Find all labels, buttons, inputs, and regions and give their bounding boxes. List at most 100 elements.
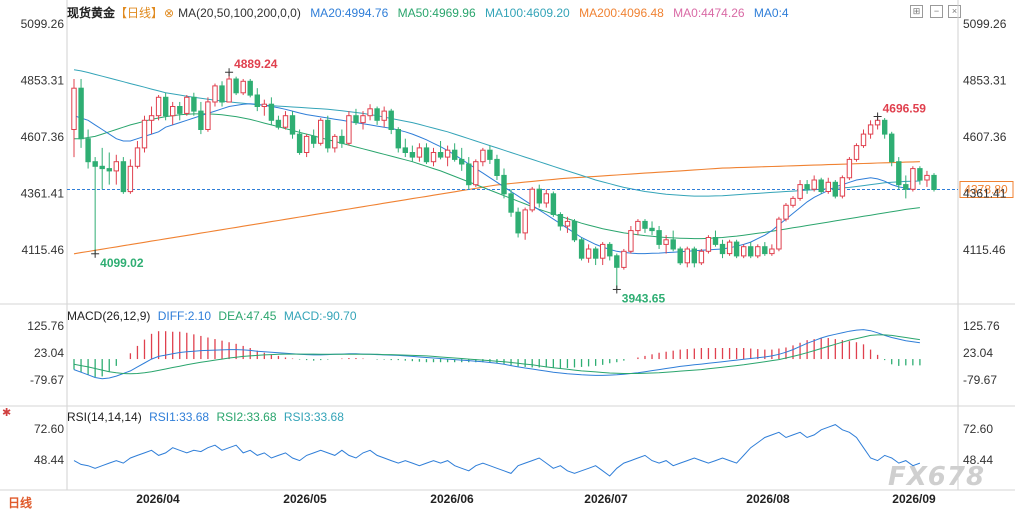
candle-up [360, 115, 366, 124]
price-axis-label-left: 4115.46 [22, 243, 65, 257]
candle-down [296, 133, 303, 154]
candle-up [240, 80, 246, 94]
macd-dea-value: DEA:47.45 [218, 309, 277, 323]
candle-up [303, 135, 310, 153]
macd-diff-line [73, 329, 920, 380]
macd-axis-label-right: -79.67 [963, 373, 997, 387]
candle-up [141, 119, 148, 149]
candle-up [170, 106, 176, 117]
price-axis-label-right: 4607.36 [963, 130, 1007, 144]
candle-up [769, 248, 775, 255]
last-price-label: 4378.80 [964, 183, 1008, 197]
candle-down [501, 174, 507, 195]
candle-down [198, 110, 204, 130]
candle-up [127, 165, 134, 193]
candle-up [741, 246, 747, 257]
candle-down [931, 174, 937, 190]
rsi2-value: RSI2:33.68 [216, 410, 277, 424]
candle-down [85, 138, 91, 163]
candle-down [353, 115, 359, 124]
candle-down [452, 149, 458, 160]
candle-up [839, 177, 846, 197]
period-label[interactable]: 【日线】 [115, 6, 164, 20]
candle-up [184, 96, 190, 114]
date-axis-label: 2026/09 [892, 492, 936, 506]
minimize-icon[interactable]: − [930, 5, 943, 18]
candle-down [99, 165, 105, 170]
candle-down [325, 119, 331, 149]
candle-down [494, 158, 500, 176]
candle-down [254, 94, 261, 107]
candle-up [134, 147, 141, 167]
candle-up [755, 246, 761, 257]
macd-axis-label-right: 23.04 [963, 346, 993, 360]
candle-down [832, 181, 838, 197]
price-axis-label-right: 4115.46 [963, 243, 1006, 257]
price-axis-label-right: 4853.31 [963, 74, 1007, 88]
candle-down [571, 220, 578, 241]
period-tab-daily[interactable]: 日线 [8, 496, 33, 510]
candle-up [621, 250, 627, 268]
candle-up [776, 218, 782, 250]
candle-down [163, 96, 169, 117]
candle-up [529, 188, 535, 211]
price-axis-label-right: 5099.26 [963, 17, 1007, 31]
candle-up [205, 101, 211, 131]
candle-down [670, 239, 676, 250]
candle-down [578, 239, 585, 259]
candle-up [726, 241, 733, 255]
symbol-name: 现货黄金 [67, 6, 116, 20]
macd-axis-label-left: 125.76 [27, 319, 64, 333]
candle-down [247, 80, 253, 96]
candle-down [642, 220, 648, 229]
candle-down [437, 152, 444, 158]
high-label: 4696.59 [883, 102, 927, 116]
candle-down [388, 110, 394, 130]
candle-up [628, 230, 634, 252]
candle-down [733, 241, 740, 257]
price-axis-label-right: 4361.41 [963, 187, 1007, 201]
candle-up [367, 108, 373, 117]
expand-icon[interactable]: ⊞ [910, 5, 923, 18]
ma50-value: MA50:4969.96 [397, 6, 476, 20]
candle-up [684, 248, 690, 264]
price-axis-label-left: 4853.31 [21, 74, 65, 88]
candle-down [177, 106, 183, 114]
rsi3-value: RSI3:33.68 [283, 410, 344, 424]
candle-down [557, 214, 564, 227]
ma0-value-2: MA0:4 [753, 6, 789, 20]
macd-axis-label-left: 23.04 [34, 346, 64, 360]
candle-up [846, 158, 853, 179]
macd-params-label[interactable]: MACD(26,12,9) [67, 309, 151, 323]
candle-down [219, 85, 225, 103]
settings-icon[interactable]: ⊗ [164, 6, 175, 20]
chart-header: 现货黄金【日线】⊗ MA(20,50,100,200,0,0) MA20:4994… [67, 4, 789, 21]
date-axis-label: 2026/04 [136, 492, 180, 506]
macd-panel [73, 329, 921, 380]
indicator-sun-icon[interactable]: ✱ [2, 407, 12, 419]
rsi-line [73, 424, 921, 477]
candle-up [853, 145, 860, 160]
ma0-value-1: MA0:4474.26 [673, 6, 745, 20]
candle-up [564, 220, 571, 227]
candle-up [600, 243, 606, 259]
macd-axis-label-left: -79.67 [30, 373, 64, 387]
candle-up [282, 115, 289, 128]
macd-header: MACD(26,12,9) DIFF:2.10 DEA:47.45 MACD:-… [67, 309, 357, 323]
rsi-header: RSI(14,14,14) RSI1:33.68 RSI2:33.68 RSI3… [67, 410, 344, 424]
candle-down [677, 248, 683, 264]
ma20-line [73, 103, 913, 255]
candle-down [691, 248, 697, 264]
rsi-panel [73, 424, 921, 477]
candle-up [663, 239, 669, 245]
candle-down [508, 193, 514, 213]
price-axis-label-left: 5099.26 [21, 17, 65, 31]
candle-up [705, 237, 712, 252]
low-label: 3943.65 [622, 291, 666, 305]
macd-histogram-value: MACD:-90.70 [283, 309, 357, 323]
candle-down [374, 108, 380, 121]
rsi-params-label[interactable]: RSI(14,14,14) [67, 410, 142, 424]
ma-params-label[interactable]: MA(20,50,100,200,0,0) [178, 6, 301, 20]
candle-down [896, 161, 902, 186]
